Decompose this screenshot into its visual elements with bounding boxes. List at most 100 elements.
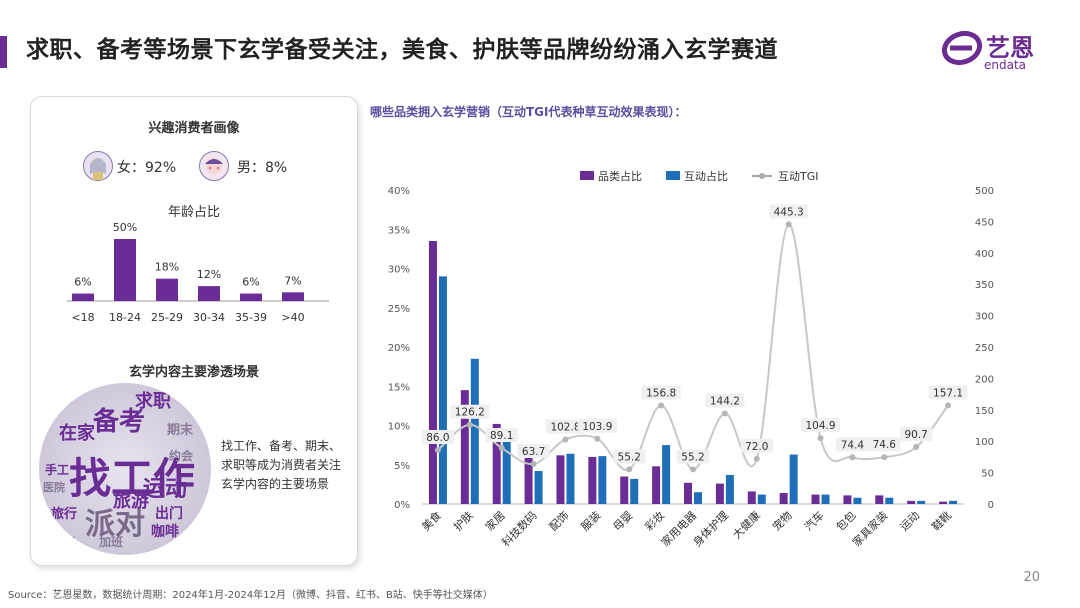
- interaction-share-bar: [725, 474, 734, 504]
- x-tick-label: 服装: [579, 509, 604, 534]
- category-share-bar: [652, 466, 661, 504]
- interaction-share-bar: [885, 497, 894, 504]
- interaction-share-bar: [502, 432, 511, 504]
- interaction-share-bar: [566, 453, 575, 504]
- wordcloud-word: 运动: [143, 477, 188, 502]
- category-chart-heading: 哪些品类拥入玄学营销（互动TGI代表种草互动效果表现）：: [370, 105, 687, 119]
- category-share-bar: [524, 454, 533, 504]
- legend-marker-tgi: [759, 173, 765, 179]
- tgi-data-label: 90.7: [904, 429, 927, 441]
- x-tick-label: 运动: [898, 509, 923, 534]
- y-tick-label: 5%: [394, 461, 410, 472]
- age-data-label: 12%: [197, 268, 221, 281]
- tgi-data-label: 63.7: [522, 446, 545, 458]
- tgi-label-bg: [769, 204, 809, 219]
- interaction-share-bar: [662, 445, 671, 504]
- y2-tick-label: 50: [981, 469, 994, 480]
- category-share-bar: [811, 494, 820, 504]
- age-bar-chart: 6% <18 50% 18-24 18% 25-29 12% 30-34 6% 35-39 7% >4…: [67, 221, 329, 324]
- tgi-label-bg: [705, 393, 745, 408]
- legend-label: 品类占比: [598, 169, 642, 183]
- interaction-share-bar: [694, 492, 702, 504]
- x-tick-label: 宠物: [769, 508, 794, 533]
- category-share-bar: [715, 483, 724, 504]
- category-share-bar: [747, 491, 756, 504]
- age-tick-label: 30-34: [193, 311, 225, 324]
- interaction-share-bar: [821, 494, 830, 504]
- age-tick-label: 35-39: [235, 311, 267, 324]
- y2-tick-label: 500: [975, 186, 994, 197]
- y-tick-label: 40%: [388, 186, 410, 197]
- interaction-share-bar: [949, 500, 958, 504]
- tgi-label-bg: [801, 418, 841, 433]
- tgi-label-bg: [676, 449, 710, 464]
- tgi-point: [658, 402, 665, 409]
- y-tick-label: 10%: [388, 422, 410, 433]
- female-avatar-icon: [83, 151, 113, 181]
- tgi-data-label: 55.2: [681, 451, 704, 463]
- tgi-label-bg: [545, 419, 585, 434]
- wordcloud-word: 期末: [167, 423, 194, 438]
- tgi-data-label: 55.2: [618, 451, 641, 463]
- category-share-bar: [875, 495, 884, 504]
- consumer-profile-card: 兴趣消费者画像 女：92% 男：8% 年龄占比 6% <18 50% 18-24 18%…: [30, 96, 358, 566]
- interaction-share-bar: [438, 276, 447, 504]
- age-data-label: 50%: [113, 221, 137, 234]
- legend-label: 互动占比: [684, 169, 728, 183]
- y2-tick-label: 200: [975, 374, 994, 385]
- tgi-point: [530, 460, 537, 467]
- tgi-point: [690, 466, 696, 473]
- tgi-data-label: 445.3: [774, 206, 804, 218]
- scenes-heading: 玄学内容主要渗透场景: [128, 365, 259, 380]
- tgi-label-bg: [485, 428, 518, 443]
- age-bar: [114, 239, 136, 301]
- tgi-point: [721, 410, 728, 417]
- tgi-label-bg: [613, 449, 646, 464]
- x-tick-label: 鞋靴: [929, 508, 954, 533]
- endata-logo-icon: [941, 30, 983, 66]
- interaction-share-bar: [598, 456, 607, 504]
- scenes-description: 找工作、备考、期末、求职等成为消费者关注玄学内容的主要场景: [221, 439, 342, 491]
- page-title: 求职、备考等场景下玄学备受关注，美食、护肤等品牌纷纷涌入玄学赛道: [26, 37, 778, 63]
- age-tick-label: >40: [281, 311, 304, 324]
- tgi-data-label: 72.0: [745, 441, 768, 453]
- category-share-bar: [620, 476, 629, 504]
- tgi-label-bg: [836, 437, 869, 452]
- interaction-share-bar: [470, 358, 479, 504]
- category-share-bar: [907, 500, 916, 504]
- age-bar: [282, 292, 304, 301]
- category-share-bar: [460, 390, 469, 504]
- x-tick-label: 大健康: [730, 508, 763, 541]
- source-footer: Source：艺恩星数，数据统计周期：2024年1月-2024年12月（微博、抖…: [8, 590, 493, 601]
- tgi-point: [881, 454, 888, 461]
- tgi-point: [434, 446, 441, 453]
- category-share-bar: [939, 501, 948, 504]
- y-tick-label: 30%: [388, 265, 410, 276]
- tgi-point: [594, 435, 601, 442]
- age-tick-label: 18-24: [109, 311, 141, 324]
- wordcloud-word: 加班: [99, 535, 124, 549]
- tgi-data-label: 86.0: [426, 432, 449, 444]
- age-data-label: 6%: [242, 276, 259, 289]
- x-tick-label: 彩妆: [642, 509, 667, 534]
- tgi-label-bg: [641, 385, 681, 400]
- x-tick-label: 美食: [419, 508, 444, 533]
- x-tick-label: 家具家装: [849, 508, 890, 549]
- legend-swatch-interaction: [666, 171, 680, 180]
- y2-tick-label: 0: [988, 500, 994, 511]
- y2-tick-label: 150: [975, 406, 994, 417]
- endata-logo: 艺恩 endata: [940, 26, 1050, 76]
- logo-name: 艺恩: [986, 34, 1034, 62]
- interaction-share-bar: [534, 471, 543, 504]
- age-data-label: 7%: [284, 274, 301, 287]
- wordcloud-word: 旅行: [51, 507, 78, 522]
- scenes-wordcloud: 找工作 备考 求职 运动 派对 旅游 在家 出门 咖啡 手工 旅行 期末 熬夜 医院 约会 加班: [39, 383, 211, 555]
- x-tick-label: 汽车: [801, 508, 826, 533]
- wordcloud-word: 医院: [43, 481, 65, 494]
- category-share-bar: [843, 495, 852, 504]
- y2-tick-label: 450: [975, 217, 994, 228]
- wordcloud-word: 求职: [135, 391, 171, 412]
- wordcloud-word: 熬夜: [53, 535, 75, 548]
- y2-tick-label: 350: [975, 280, 994, 291]
- profile-heading: 兴趣消费者画像: [148, 121, 240, 136]
